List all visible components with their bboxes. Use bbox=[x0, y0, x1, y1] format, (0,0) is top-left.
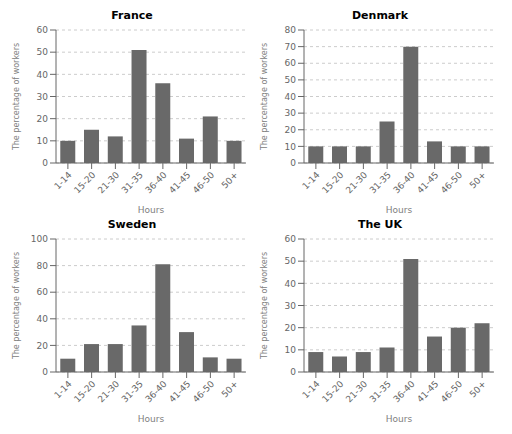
svg-text:36-40: 36-40 bbox=[143, 379, 169, 405]
svg-text:1-14: 1-14 bbox=[300, 379, 322, 401]
svg-text:31-35: 31-35 bbox=[367, 170, 393, 196]
svg-text:30: 30 bbox=[285, 108, 297, 118]
svg-text:41-45: 41-45 bbox=[415, 170, 441, 196]
svg-text:70: 70 bbox=[285, 42, 297, 52]
svg-text:50: 50 bbox=[37, 47, 49, 57]
svg-text:0: 0 bbox=[290, 158, 296, 168]
svg-text:36-40: 36-40 bbox=[391, 379, 417, 405]
svg-text:Hours: Hours bbox=[386, 414, 413, 424]
svg-text:1-14: 1-14 bbox=[52, 379, 74, 401]
svg-text:1-14: 1-14 bbox=[52, 170, 74, 192]
svg-text:0: 0 bbox=[42, 367, 48, 377]
svg-text:40: 40 bbox=[37, 70, 49, 80]
svg-text:50: 50 bbox=[285, 256, 297, 266]
svg-text:The percentage of workers: The percentage of workers bbox=[12, 43, 21, 151]
svg-text:40: 40 bbox=[285, 279, 297, 289]
svg-text:60: 60 bbox=[285, 58, 297, 68]
svg-text:50+: 50+ bbox=[220, 379, 241, 400]
svg-text:15-20: 15-20 bbox=[320, 170, 346, 196]
svg-text:80: 80 bbox=[285, 25, 297, 35]
svg-text:36-40: 36-40 bbox=[391, 170, 417, 196]
svg-text:10: 10 bbox=[285, 345, 297, 355]
svg-text:40: 40 bbox=[285, 92, 297, 102]
svg-text:20: 20 bbox=[285, 125, 297, 135]
svg-text:31-35: 31-35 bbox=[119, 379, 145, 405]
svg-text:10: 10 bbox=[285, 142, 297, 152]
svg-text:80: 80 bbox=[37, 261, 49, 271]
svg-text:50+: 50+ bbox=[468, 170, 489, 191]
svg-text:31-35: 31-35 bbox=[367, 379, 393, 405]
svg-text:1-14: 1-14 bbox=[300, 170, 322, 192]
svg-text:20: 20 bbox=[37, 341, 49, 351]
svg-text:40: 40 bbox=[37, 314, 49, 324]
svg-text:21-30: 21-30 bbox=[96, 379, 122, 405]
svg-text:15-20: 15-20 bbox=[320, 379, 346, 405]
svg-text:30: 30 bbox=[285, 301, 297, 311]
svg-text:0: 0 bbox=[42, 158, 48, 168]
svg-text:41-45: 41-45 bbox=[167, 379, 193, 405]
svg-text:41-45: 41-45 bbox=[415, 379, 441, 405]
html-text:Sweden: Sweden bbox=[107, 218, 157, 231]
svg-text:Hours: Hours bbox=[138, 205, 165, 215]
svg-text:10: 10 bbox=[37, 136, 49, 146]
svg-text:50+: 50+ bbox=[468, 379, 489, 400]
svg-text:Hours: Hours bbox=[138, 414, 165, 424]
svg-text:The percentage of workers: The percentage of workers bbox=[260, 43, 269, 151]
svg-text:20: 20 bbox=[37, 114, 49, 124]
svg-text:46-50: 46-50 bbox=[439, 170, 465, 196]
svg-text:46-50: 46-50 bbox=[191, 379, 217, 405]
svg-text:60: 60 bbox=[37, 287, 49, 297]
svg-text:20: 20 bbox=[285, 323, 297, 333]
svg-text:0: 0 bbox=[290, 367, 296, 377]
html-text:The UK: The UK bbox=[358, 218, 402, 231]
svg-text:46-50: 46-50 bbox=[439, 379, 465, 405]
svg-text:50+: 50+ bbox=[220, 170, 241, 191]
svg-text:50: 50 bbox=[285, 75, 297, 85]
svg-text:30: 30 bbox=[37, 92, 49, 102]
svg-text:60: 60 bbox=[285, 234, 297, 244]
svg-text:46-50: 46-50 bbox=[191, 170, 217, 196]
svg-text:21-30: 21-30 bbox=[96, 170, 122, 196]
svg-text:The percentage of workers: The percentage of workers bbox=[12, 252, 21, 360]
svg-text:Hours: Hours bbox=[386, 205, 413, 215]
html-text:France: France bbox=[111, 9, 153, 22]
svg-text:100: 100 bbox=[31, 234, 48, 244]
html-text:Denmark: Denmark bbox=[352, 9, 408, 22]
svg-text:21-30: 21-30 bbox=[344, 379, 370, 405]
svg-text:60: 60 bbox=[37, 25, 49, 35]
svg-text:21-30: 21-30 bbox=[344, 170, 370, 196]
svg-text:36-40: 36-40 bbox=[143, 170, 169, 196]
svg-text:41-45: 41-45 bbox=[167, 170, 193, 196]
svg-text:31-35: 31-35 bbox=[119, 170, 145, 196]
svg-text:The percentage of workers: The percentage of workers bbox=[260, 252, 269, 360]
svg-text:15-20: 15-20 bbox=[72, 379, 98, 405]
svg-text:15-20: 15-20 bbox=[72, 170, 98, 196]
